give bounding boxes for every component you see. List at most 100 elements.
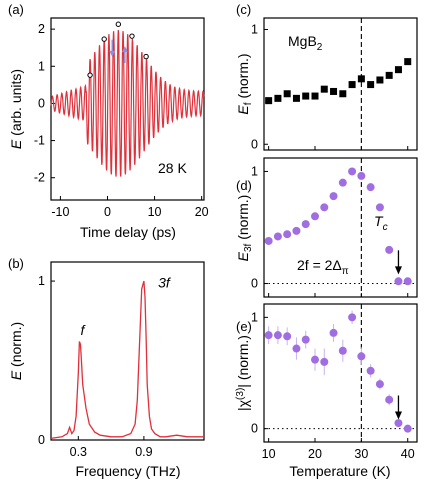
panel-e-xtick-label: 20 <box>308 447 322 461</box>
panel-c-data-point <box>311 92 319 100</box>
panel-c-data-point <box>348 81 356 89</box>
panel-a-ytick-label: 2 <box>38 22 45 36</box>
panel-e-data-point <box>403 424 412 433</box>
panel-e-data-point <box>366 366 375 375</box>
panel-d-data-point <box>403 277 412 286</box>
panel-e-frame <box>263 303 418 443</box>
panel-c-data-point <box>394 66 402 74</box>
panel-c-data-point <box>274 94 282 102</box>
panel-e-data-point <box>329 328 338 337</box>
panel-d-data-point <box>329 192 338 201</box>
panel-b-xtick-label: 0.3 <box>70 445 87 459</box>
panel-c-data-point <box>357 75 365 83</box>
panel-d-data-point <box>320 203 329 212</box>
panel-c-data-point <box>367 81 375 89</box>
panel-c-data-point <box>385 71 393 79</box>
panel-a-ytick-label: -1 <box>34 134 45 148</box>
panel-c-data-point <box>320 85 328 93</box>
panel-d-ytick-label: 1 <box>251 164 258 178</box>
panel-a-ylabel: E (arb. units) <box>8 69 24 149</box>
panel-d-data-point <box>292 226 301 235</box>
panel-a-xtick-label: -10 <box>51 205 69 219</box>
panel-d-data-point <box>357 171 366 180</box>
panel-d-data-point <box>366 183 375 192</box>
panel-e-data-point <box>264 331 273 340</box>
panel-e-xlabel: Temperature (K) <box>289 463 390 479</box>
panel-a-waveform-line <box>50 29 205 177</box>
panel-d-gap-annotation: 2f = 2Δπ <box>297 257 349 277</box>
panel-c-data-point <box>265 97 273 105</box>
panel-c-data-point <box>302 92 310 100</box>
panel-e-data-point <box>292 344 301 353</box>
panel-b-ytick-label: 0 <box>38 433 45 447</box>
panel-e-xtick-label: 10 <box>262 447 276 461</box>
panel-a-ytick-label: 1 <box>38 59 45 73</box>
panel-d-data-point <box>264 236 273 245</box>
panel-a-ytick-label: 0 <box>38 96 45 110</box>
panel-c-data-point <box>339 90 347 98</box>
panel-d-data-point <box>348 167 357 176</box>
panel-d-ytick-label: 0 <box>251 277 258 291</box>
panel-label-c: (c) <box>236 2 251 17</box>
panel-b-xlabel: Frequency (THz) <box>75 463 180 479</box>
panel-b-frame <box>50 261 205 441</box>
panel-e-data-point <box>273 331 282 340</box>
panel-d-tc-arrow-head <box>394 266 402 275</box>
panel-label-e: (e) <box>236 319 252 334</box>
panel-d-data-point <box>385 245 394 254</box>
panel-a-peak-marker <box>129 33 135 39</box>
panel-e-data-point <box>301 335 310 344</box>
panel-a-arrow-head <box>109 50 116 57</box>
panel-a-xtick-label: 20 <box>195 205 209 219</box>
panel-d-data-point <box>301 220 310 229</box>
panel-a-peak-marker <box>143 53 149 60</box>
panel-c-data-point <box>283 90 291 98</box>
panel-a-temperature-annotation: 28 K <box>158 160 187 176</box>
panel-d-data-point <box>394 277 403 286</box>
panel-c-data-point <box>404 58 412 66</box>
panel-b-peak-label: 3f <box>158 274 172 290</box>
panel-b-ytick-label: 1 <box>38 274 45 288</box>
panel-e-data-point <box>311 355 319 364</box>
panel-a-frame <box>50 17 205 201</box>
panel-b-ylabel: E (norm.) <box>8 322 24 380</box>
panel-e-xtick-label: 30 <box>354 447 368 461</box>
panel-a-xtick-label: 0 <box>104 205 111 219</box>
panel-e-data-point <box>385 395 394 404</box>
panel-label-a: (a) <box>8 2 24 17</box>
panel-d-data-point <box>311 212 319 221</box>
panel-a-ytick-label: -2 <box>34 171 45 185</box>
panel-e-tc-arrow-head <box>394 411 402 420</box>
panel-b-spectrum-line <box>50 280 204 440</box>
panel-a-peak-marker <box>115 21 122 27</box>
panel-e-ylabel: |χ(3)| (norm.) <box>235 335 251 411</box>
panel-e-data-point <box>357 352 366 361</box>
panel-c-material-annotation: MgB2 <box>288 33 323 53</box>
panel-d-data-point <box>273 232 282 241</box>
panel-b-xtick-label: 0.9 <box>135 445 152 459</box>
panel-c-data-point <box>330 87 338 95</box>
panel-c-ytick-label: 0 <box>251 137 258 151</box>
panel-e-data-point <box>320 357 329 366</box>
panel-e-ytick-label: 0 <box>251 422 258 436</box>
panel-d-ylabel: E3f (norm.) <box>235 195 254 262</box>
panel-d-data-point <box>338 178 347 187</box>
panel-a-peak-marker <box>87 72 93 78</box>
panel-c-ylabel: Ef (norm.) <box>235 53 254 114</box>
panel-e-data-point <box>283 332 292 341</box>
panel-d-data-point <box>283 230 292 239</box>
panel-c-data-point <box>292 94 300 102</box>
panel-label-b: (b) <box>8 256 24 271</box>
panel-e-data-point <box>394 419 403 428</box>
panel-e-xtick-label: 40 <box>401 447 415 461</box>
panel-e-ytick-label: 1 <box>251 310 258 324</box>
panel-c-data-point <box>376 76 384 84</box>
panel-e-data-point <box>338 346 347 355</box>
panel-c-ytick-label: 1 <box>251 22 258 36</box>
panel-d-tc-annotation: Tc <box>374 213 388 233</box>
panel-label-d: (d) <box>236 178 252 193</box>
panel-d-data-point <box>375 203 384 212</box>
panel-a-xlabel: Time delay (ps) <box>80 224 176 240</box>
panel-d-frame <box>263 157 418 298</box>
